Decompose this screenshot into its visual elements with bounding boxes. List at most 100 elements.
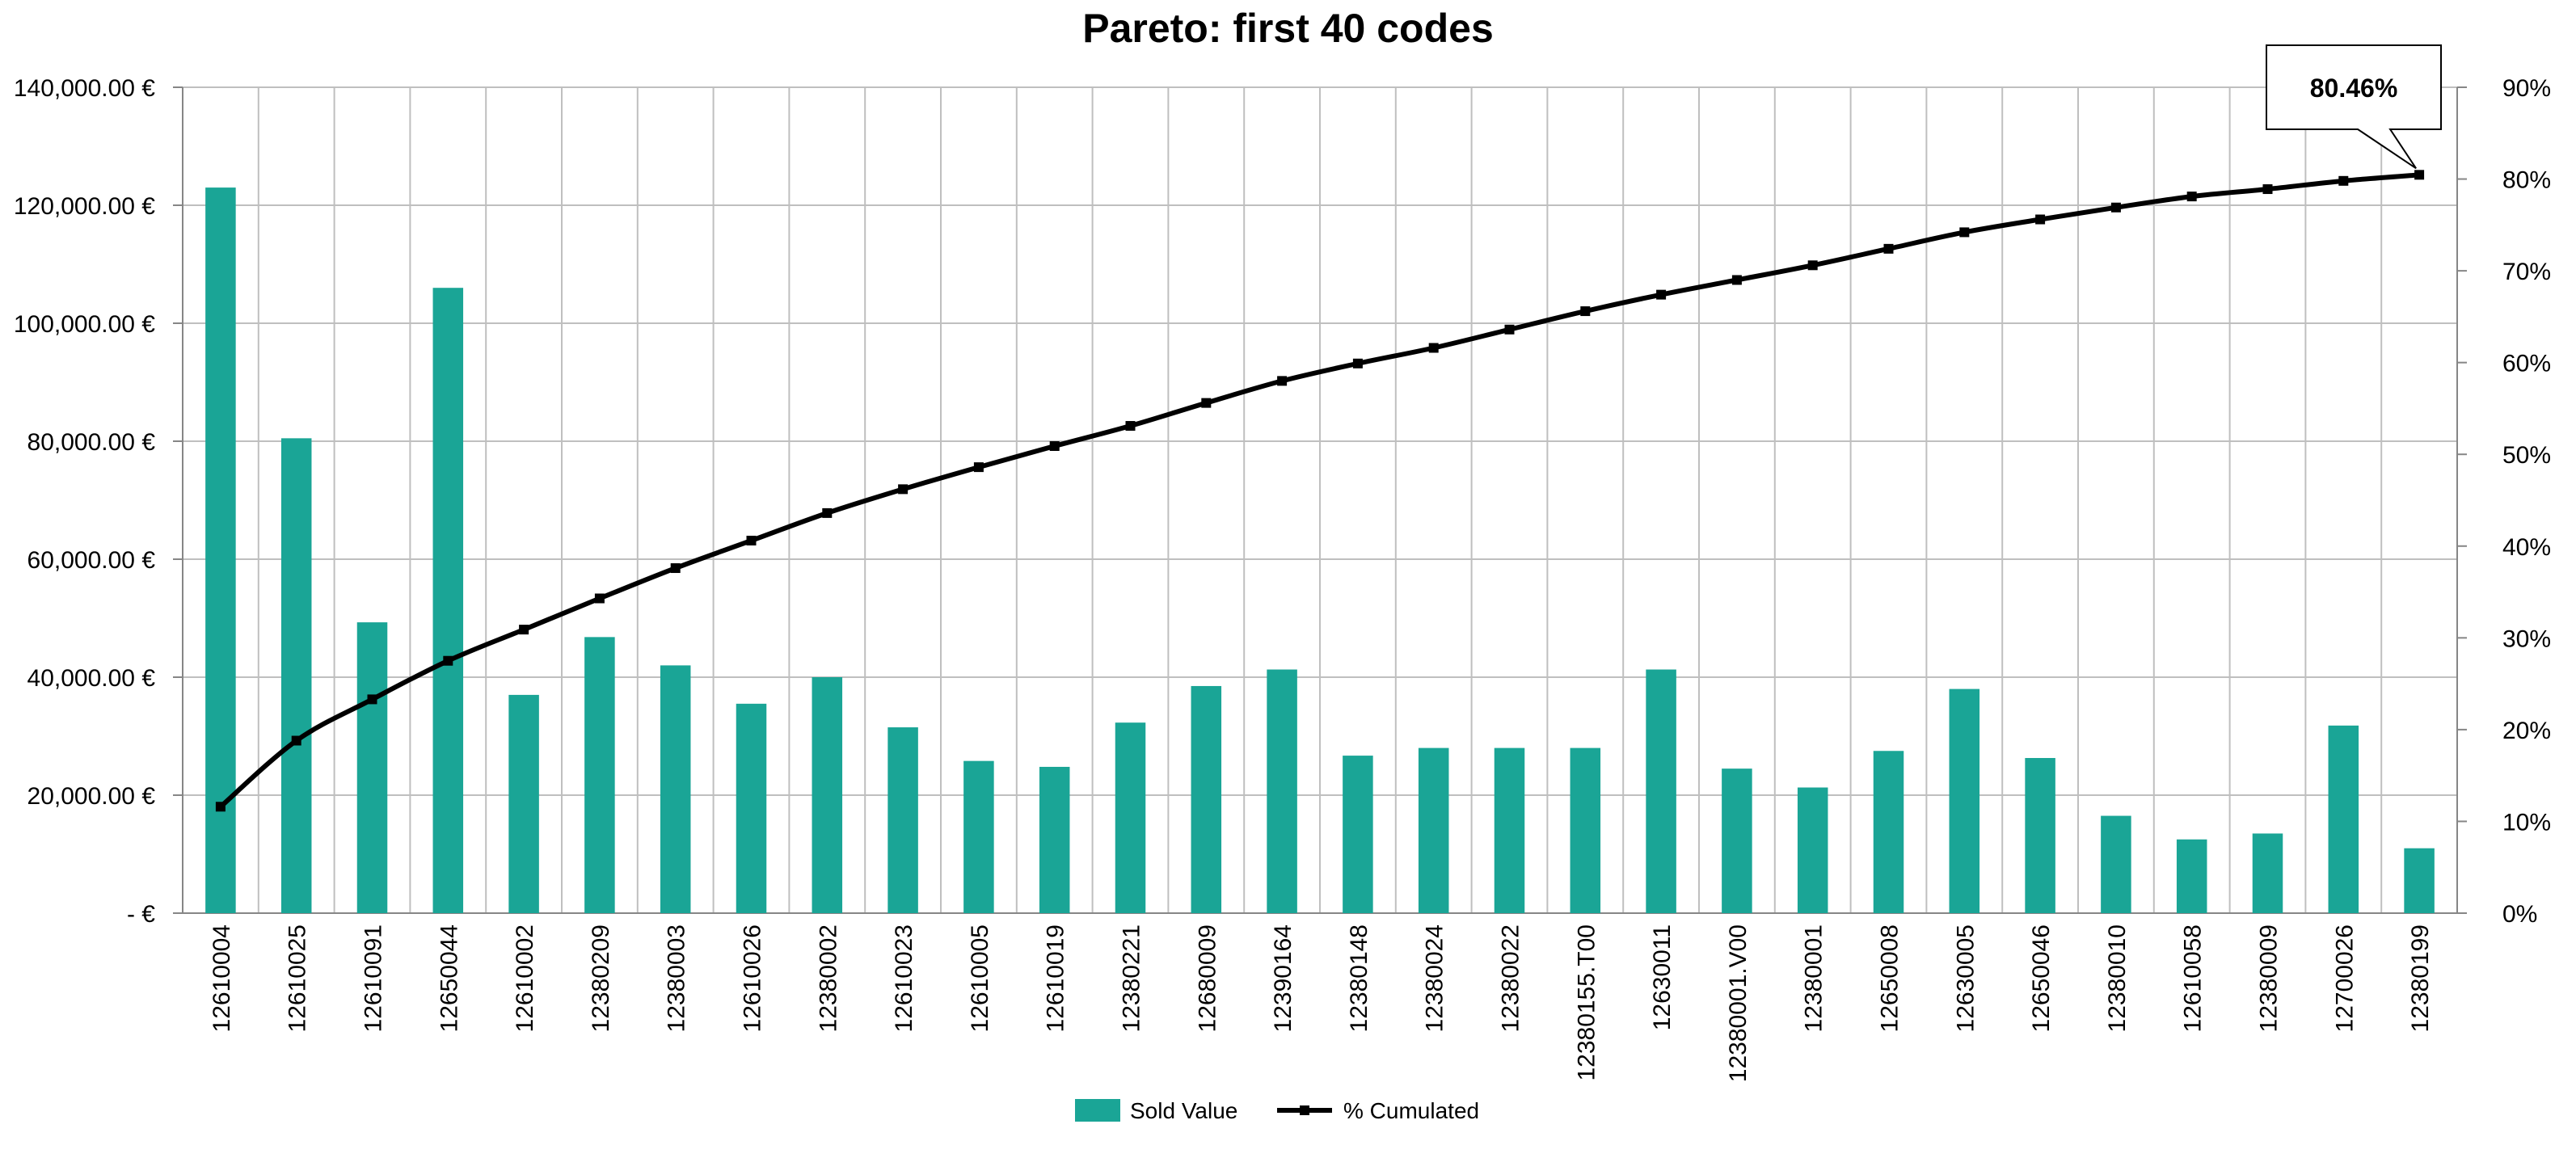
right-axis-tick-label: 50% — [2502, 442, 2551, 469]
x-tick-label: 12610026 — [740, 924, 766, 1032]
left-axis-tick-label: 20,000.00 € — [27, 783, 156, 810]
bar — [1343, 756, 1373, 913]
bar — [736, 703, 767, 913]
right-axis-tick-label: 10% — [2502, 809, 2551, 836]
bar — [1191, 685, 1222, 913]
x-tick-label: 12610019 — [1043, 924, 1069, 1032]
cumulative-point — [1959, 227, 1970, 238]
bar — [2101, 815, 2131, 913]
x-tick-label: 12380001 — [1801, 924, 1828, 1032]
x-tick-label: 12650046 — [2028, 924, 2055, 1032]
cumulative-point — [1352, 358, 1363, 368]
x-tick-label: 12380024 — [1422, 924, 1448, 1032]
bar — [887, 727, 918, 913]
cumulative-point — [1580, 306, 1591, 317]
x-tick-label: 12380002 — [815, 924, 841, 1032]
cumulative-point — [2262, 184, 2273, 195]
left-axis-tick-label: 60,000.00 € — [27, 547, 156, 574]
cumulative-point — [1807, 260, 1818, 271]
cumulative-point — [822, 507, 833, 518]
x-tick-label: 12610005 — [967, 924, 993, 1032]
x-tick-label: 12380221 — [1119, 924, 1145, 1032]
cumulative-point — [1504, 324, 1515, 335]
bar — [356, 622, 388, 913]
bar — [1267, 669, 1297, 913]
cumulative-point — [215, 802, 226, 812]
cumulative-point — [367, 694, 377, 705]
right-axis-tick-label: 20% — [2502, 718, 2551, 744]
x-tick-label: 12650044 — [436, 924, 462, 1032]
left-axis-tick-label: 100,000.00 € — [14, 311, 155, 338]
bar — [1722, 768, 1752, 913]
cumulative-point — [1731, 275, 1742, 285]
bar — [2025, 758, 2055, 913]
bar — [508, 694, 539, 913]
bar — [1646, 669, 1676, 913]
cumulative-point — [746, 535, 757, 545]
bar — [1570, 747, 1601, 913]
left-axis-tick-label: 40,000.00 € — [27, 665, 156, 692]
cumulative-point — [670, 563, 681, 574]
cumulative-point — [1883, 243, 1894, 254]
legend-label-bars: Sold Value — [1130, 1098, 1237, 1123]
x-tick-label: 12380022 — [1498, 924, 1524, 1032]
x-tick-label: 12610091 — [360, 924, 387, 1032]
x-tick-label: 12610002 — [512, 924, 538, 1032]
cumulative-point — [2414, 170, 2425, 180]
bar — [2176, 839, 2207, 913]
cumulative-point — [2338, 175, 2349, 186]
bar — [1949, 688, 1980, 913]
bar — [1494, 747, 1525, 913]
chart-title: Pareto: first 40 codes — [1082, 6, 1494, 51]
bar — [584, 637, 615, 913]
bar — [1115, 722, 1146, 913]
bar — [1873, 751, 1904, 913]
x-tick-label: 12610023 — [891, 924, 917, 1032]
right-axis-tick-label: 90% — [2502, 75, 2551, 102]
right-axis-tick-label: 80% — [2502, 167, 2551, 194]
x-tick-label: 12630005 — [1952, 924, 1979, 1032]
right-axis-tick-label: 60% — [2502, 351, 2551, 377]
x-tick-label: 12610025 — [285, 924, 311, 1032]
legend-swatch-marker — [1300, 1105, 1309, 1115]
left-axis-tick-label: 80,000.00 € — [27, 429, 156, 456]
bar — [1797, 787, 1828, 913]
bar — [280, 438, 312, 913]
x-tick-label: 12680009 — [1194, 924, 1221, 1032]
bar — [205, 187, 236, 914]
cumulative-point — [898, 484, 909, 495]
bar — [2252, 833, 2283, 913]
right-axis-tick-label: 70% — [2502, 259, 2551, 285]
cumulative-point — [291, 735, 301, 746]
cumulative-point — [1428, 343, 1439, 353]
bar — [1039, 766, 1070, 913]
bar — [963, 760, 994, 913]
bar — [2328, 725, 2359, 913]
left-axis-tick-label: 120,000.00 € — [14, 193, 155, 220]
cumulative-point — [2186, 192, 2197, 202]
cumulative-point — [443, 655, 453, 666]
bar — [2404, 848, 2435, 913]
callout-label: 80.46% — [2310, 74, 2398, 103]
x-tick-label: 12380199 — [2407, 924, 2434, 1032]
cumulative-point — [1125, 421, 1136, 432]
x-tick-label: 12610004 — [209, 924, 235, 1032]
cumulative-point — [519, 625, 529, 635]
x-tick-label: 12380001.V00 — [1725, 924, 1752, 1082]
x-tick-label: 12380209 — [588, 924, 614, 1032]
x-tick-label: 12380148 — [1346, 924, 1372, 1032]
bar — [660, 665, 691, 913]
left-axis-tick-label: - € — [127, 901, 155, 928]
right-axis-tick-label: 40% — [2502, 534, 2551, 561]
cumulative-point — [594, 593, 605, 604]
cumulative-point — [1201, 398, 1212, 408]
x-tick-label: 12390164 — [1270, 924, 1296, 1032]
right-axis-tick-label: 30% — [2502, 625, 2551, 652]
x-tick-label: 12630011 — [1649, 924, 1676, 1030]
x-tick-label: 12380003 — [664, 924, 690, 1032]
x-tick-label: 12700026 — [2331, 924, 2358, 1032]
x-tick-label: 12380010 — [2104, 924, 2131, 1032]
cumulative-point — [973, 462, 984, 473]
